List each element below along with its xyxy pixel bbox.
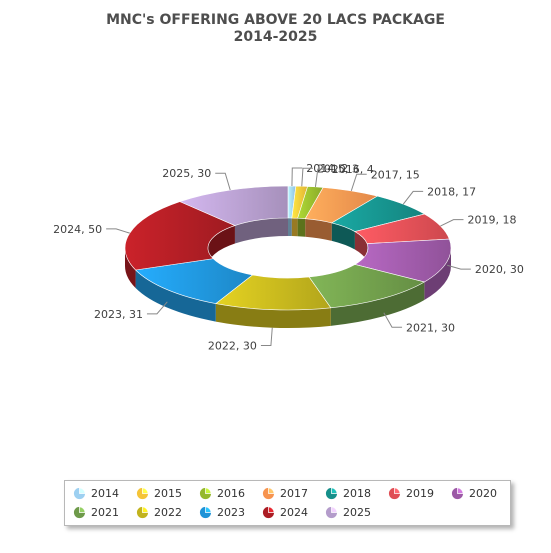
data-label-2021: 2021, 30 <box>406 321 455 334</box>
legend-label: 2015 <box>154 487 182 500</box>
legend-label: 2019 <box>406 487 434 500</box>
legend-label: 2021 <box>91 506 119 519</box>
data-label-2020: 2020, 30 <box>475 263 524 276</box>
pie-icon <box>262 487 275 500</box>
chart-subtitle: 2014-2025 <box>233 29 318 45</box>
data-label-2018: 2018, 17 <box>427 185 476 198</box>
legend-label: 2018 <box>343 487 371 500</box>
slice-side-2023 <box>135 269 216 322</box>
pie-icon <box>73 487 86 500</box>
pie-icon <box>262 506 275 519</box>
slice-inner-wall-2014 <box>288 218 292 237</box>
data-label-2025: 2025, 30 <box>162 167 211 180</box>
data-label-2017: 2017, 15 <box>371 168 420 181</box>
slice-inner-wall-2024 <box>208 225 235 266</box>
leader-line-2016 <box>314 168 328 187</box>
pie-icon <box>451 487 464 500</box>
legend-item-2024[interactable]: 2024 <box>262 506 308 519</box>
leader-line-2017 <box>350 173 367 192</box>
slice-side-2020 <box>424 248 451 300</box>
slice-inner-wall-2015 <box>291 218 298 237</box>
legend-label: 2014 <box>91 487 119 500</box>
leader-line-2018 <box>402 190 424 205</box>
leader-line-2022 <box>260 327 273 347</box>
slice-inner-wall-2017 <box>305 218 332 241</box>
legend-item-2023[interactable]: 2023 <box>199 506 245 519</box>
slice-2025[interactable] <box>179 185 289 226</box>
data-label-2019: 2019, 18 <box>467 214 516 227</box>
pie-icon <box>199 487 212 500</box>
leader-line-2021 <box>383 312 403 328</box>
data-label-2015: 2015, 3 <box>317 162 359 175</box>
legend-item-2025[interactable]: 2025 <box>325 506 371 519</box>
chart-title: MNC's OFFERING ABOVE 20 LACS PACKAGE 201… <box>0 12 551 46</box>
legend-label: 2020 <box>469 487 497 500</box>
pie-icon <box>136 487 149 500</box>
data-label-2022: 2022, 30 <box>208 340 257 353</box>
legend-item-2015[interactable]: 2015 <box>136 487 182 500</box>
legend-label: 2016 <box>217 487 245 500</box>
slice-side-2024 <box>125 248 136 288</box>
legend-item-2018[interactable]: 2018 <box>325 487 371 500</box>
leader-line-2020 <box>447 264 471 270</box>
pie-icon <box>199 506 212 519</box>
data-label-2023: 2023, 31 <box>94 308 143 321</box>
leader-line-2024 <box>106 228 130 234</box>
legend-label: 2017 <box>280 487 308 500</box>
legend-item-2022[interactable]: 2022 <box>136 506 182 519</box>
legend-item-2020[interactable]: 2020 <box>451 487 497 500</box>
leader-line-2025 <box>215 172 231 191</box>
leader-line-2015 <box>301 167 313 187</box>
legend-item-2014[interactable]: 2014 <box>73 487 119 500</box>
legend-item-2016[interactable]: 2016 <box>199 487 245 500</box>
leader-line-2023 <box>146 301 168 315</box>
data-label-2014: 2014, 2 <box>306 162 348 175</box>
leader-line-2014 <box>291 167 303 187</box>
legend-item-2017[interactable]: 2017 <box>262 487 308 500</box>
slice-inner-wall-2025 <box>234 218 288 244</box>
legend-label: 2024 <box>280 506 308 519</box>
legend-label: 2022 <box>154 506 182 519</box>
data-label-2016: 2016, 4 <box>332 163 374 176</box>
legend: 2014 2015 2016 2017 2018 2019 2020 2021 2022 2023… <box>64 480 511 526</box>
legend-label: 2023 <box>217 506 245 519</box>
legend-item-2019[interactable]: 2019 <box>388 487 434 500</box>
slice-inner-wall-2018 <box>331 222 355 250</box>
legend-item-2021[interactable]: 2021 <box>73 506 119 519</box>
pie-icon <box>388 487 401 500</box>
chart-title-text: MNC's OFFERING ABOVE 20 LACS PACKAGE <box>106 12 445 28</box>
slice-2024[interactable] <box>124 201 236 271</box>
pie-icon <box>136 506 149 519</box>
data-label-2024: 2024, 50 <box>53 223 102 236</box>
pie-icon <box>325 487 338 500</box>
pie-icon <box>73 506 86 519</box>
slice-inner-wall-2016 <box>297 218 306 237</box>
pie-icon <box>325 506 338 519</box>
leader-line-2019 <box>440 219 464 227</box>
legend-label: 2025 <box>343 506 371 519</box>
slice-side-2022 <box>215 303 331 328</box>
